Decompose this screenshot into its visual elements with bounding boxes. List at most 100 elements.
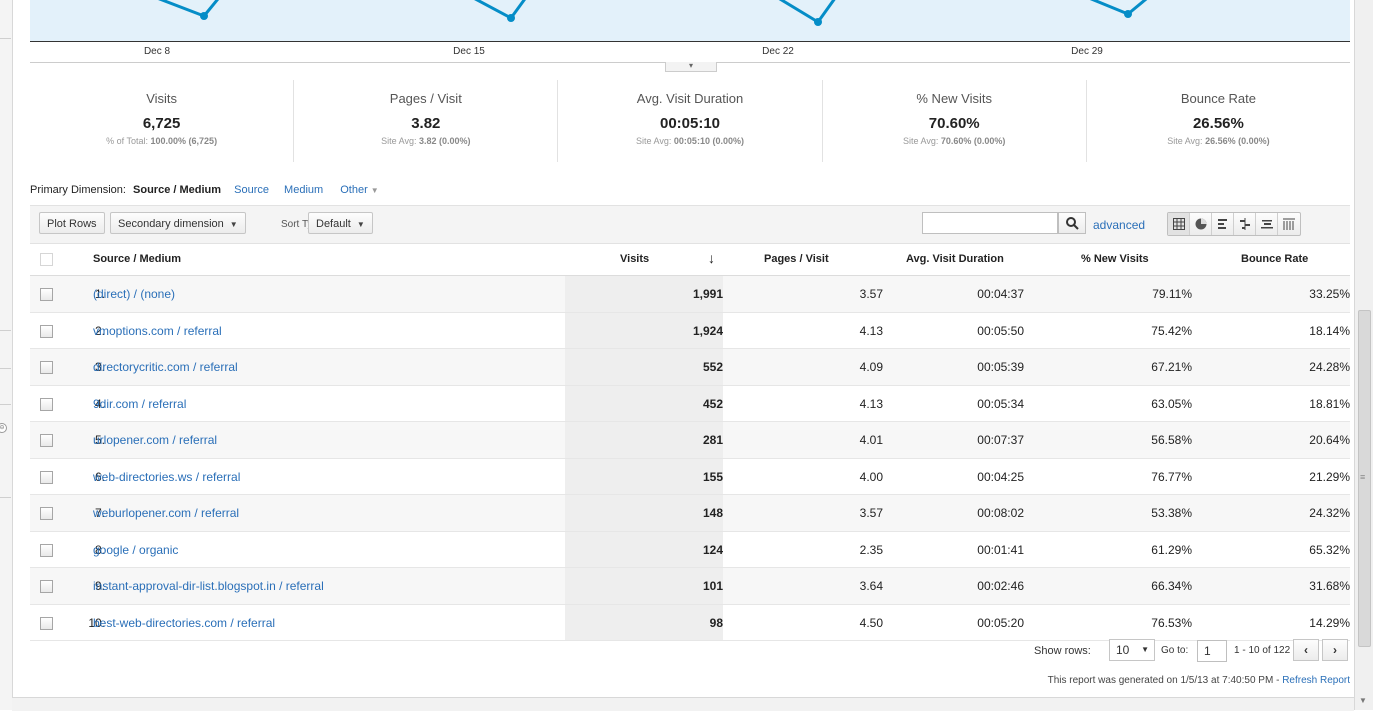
sort-type-label: Sort Type:: [281, 219, 327, 230]
source-medium-link[interactable]: best-web-directories.com / referral: [93, 615, 276, 630]
bounce-rate-value: 33.25%: [1309, 287, 1350, 301]
source-medium-link[interactable]: urlopener.com / referral: [93, 433, 218, 447]
visits-column-shade: [565, 495, 723, 531]
source-medium-link[interactable]: web-directories.ws / referral: [93, 469, 241, 484]
row-checkbox[interactable]: [40, 397, 53, 411]
select-all-checkbox[interactable]: [40, 253, 53, 266]
source-medium-link[interactable]: weburlopener.com / referral: [93, 506, 240, 520]
visits-column-shade: [565, 385, 723, 421]
chart-data-point[interactable]: [1124, 10, 1132, 18]
advanced-filter-link[interactable]: advanced: [1093, 218, 1146, 232]
bounce-rate-value: 14.29%: [1309, 615, 1350, 630]
new-visits-value: 66.34%: [1151, 579, 1192, 593]
x-axis-label: Dec 29: [1071, 46, 1103, 57]
metric-visits[interactable]: Visits 6,725 % of Total: 100.00% (6,725): [30, 80, 295, 162]
scroll-down-arrow-icon[interactable]: ▼: [1359, 696, 1367, 705]
metric-new-visits[interactable]: % New Visits 70.60% Site Avg: 70.60% (0.…: [823, 80, 1087, 162]
column-header-avg-duration[interactable]: Avg. Visit Duration: [906, 253, 1004, 265]
bounce-rate-value: 18.81%: [1309, 396, 1350, 411]
dimension-link-other[interactable]: Other: [340, 184, 368, 196]
table-row: 5. urlopener.com / referral 281 4.01 00:07:3…: [30, 422, 1350, 459]
visits-value: 124: [702, 542, 723, 557]
next-page-button[interactable]: ›: [1322, 639, 1348, 661]
pie-view-icon[interactable]: [1190, 213, 1212, 235]
plot-rows-button[interactable]: Plot Rows: [39, 212, 105, 234]
table-row: 1. (direct) / (none) 1,991 3.57 00:04:37 79.1…: [30, 276, 1350, 313]
grid-view-icon[interactable]: [1168, 213, 1190, 235]
source-medium-link[interactable]: 9dir.com / referral: [93, 396, 187, 411]
chart-data-point[interactable]: [507, 14, 515, 22]
term-cloud-view-icon[interactable]: [1256, 213, 1278, 235]
source-medium-link[interactable]: directorycritic.com / referral: [93, 360, 238, 374]
horizontal-scrollbar[interactable]: [12, 697, 1354, 711]
show-rows-label: Show rows:: [1034, 645, 1091, 657]
prev-page-button[interactable]: ‹: [1293, 639, 1319, 661]
source-medium-link[interactable]: vmoptions.com / referral: [93, 323, 222, 338]
metric-bounce-rate[interactable]: Bounce Rate 26.56% Site Avg: 26.56% (0.0…: [1087, 80, 1350, 162]
goto-page-input[interactable]: 1: [1197, 640, 1227, 662]
row-checkbox[interactable]: [40, 288, 53, 301]
pivot-view-icon[interactable]: [1278, 213, 1300, 235]
row-checkbox[interactable]: [40, 616, 53, 630]
metric-pages-visit[interactable]: Pages / Visit 3.82 Site Avg: 3.82 (0.00%…: [294, 80, 559, 162]
visits-column-shade: [565, 276, 723, 312]
avg-duration-value: 00:02:46: [977, 579, 1024, 593]
visits-value: 98: [709, 615, 723, 630]
row-checkbox[interactable]: [40, 324, 53, 338]
pages-per-visit-value: 4.09: [859, 360, 883, 374]
row-checkbox[interactable]: [40, 580, 53, 593]
x-axis-label: Dec 15: [453, 46, 485, 57]
search-button[interactable]: [1058, 212, 1086, 234]
table-row: 6. web-directories.ws / referral 155 4.00 00…: [30, 458, 1350, 495]
pages-per-visit-value: 3.57: [859, 287, 883, 301]
metric-scorecard: Visits 6,725 % of Total: 100.00% (6,725)…: [30, 80, 1350, 162]
column-header-source-medium[interactable]: Source / Medium: [93, 253, 182, 265]
metric-name: Visits: [146, 91, 178, 106]
sort-descending-icon[interactable]: ↓: [708, 250, 715, 266]
row-checkbox[interactable]: [40, 361, 53, 374]
table-row: 4. 9dir.com / referral 452 4.13 00:05:34 63.0…: [30, 385, 1350, 422]
chart-data-point[interactable]: [814, 18, 822, 26]
visits-value: 552: [702, 360, 723, 374]
vertical-scrollbar[interactable]: ≡ ▼: [1354, 0, 1373, 710]
column-header-new-visits[interactable]: % New Visits: [1081, 253, 1149, 265]
chart-data-point[interactable]: [200, 12, 208, 20]
dimension-link-source[interactable]: Source: [234, 184, 269, 196]
visits-value: 101: [702, 579, 723, 593]
metric-avg-duration[interactable]: Avg. Visit Duration 00:05:10 Site Avg: 0…: [558, 80, 823, 162]
row-index: 5.: [94, 433, 105, 447]
visits-value: 155: [702, 469, 723, 484]
comparison-view-icon[interactable]: [1234, 213, 1256, 235]
line-chart: [30, 0, 1350, 42]
new-visits-value: 53.38%: [1151, 506, 1192, 520]
column-header-pages-visit[interactable]: Pages / Visit: [764, 253, 829, 265]
row-checkbox[interactable]: [40, 507, 53, 520]
sort-type-dropdown[interactable]: Default ▼: [308, 212, 373, 234]
chevron-down-icon[interactable]: ▼: [370, 186, 379, 195]
source-medium-link[interactable]: instant-approval-dir-list.blogspot.in / …: [93, 579, 324, 593]
column-header-visits[interactable]: Visits: [620, 253, 650, 265]
chart-toggle-handle[interactable]: ▾: [665, 62, 717, 72]
refresh-report-link[interactable]: Refresh Report: [1282, 675, 1350, 686]
new-visits-value: 67.21%: [1151, 360, 1192, 374]
pages-per-visit-value: 3.57: [859, 506, 883, 520]
bounce-rate-value: 65.32%: [1309, 542, 1350, 557]
show-rows-select[interactable]: 10 ▼: [1109, 639, 1155, 661]
secondary-dimension-dropdown[interactable]: Secondary dimension ▼: [110, 212, 246, 234]
metric-subtext: Site Avg: 3.82 (0.00%): [381, 136, 471, 146]
collapse-icon[interactable]: ⊖: [0, 423, 7, 433]
source-medium-link[interactable]: (direct) / (none): [93, 287, 176, 301]
row-checkbox[interactable]: [40, 434, 53, 447]
column-header-bounce-rate[interactable]: Bounce Rate: [1241, 253, 1309, 265]
metric-name: Bounce Rate: [1180, 91, 1256, 106]
metric-subtext: Site Avg: 00:05:10 (0.00%): [636, 136, 744, 146]
row-checkbox[interactable]: [40, 543, 53, 557]
visits-column-shade: [565, 312, 723, 348]
scrollbar-thumb[interactable]: [1358, 310, 1371, 647]
row-checkbox[interactable]: [40, 470, 53, 484]
performance-view-icon[interactable]: [1212, 213, 1234, 235]
visits-value: 1,924: [692, 323, 723, 338]
source-medium-link[interactable]: google / organic: [93, 542, 179, 557]
table-search-input[interactable]: [922, 212, 1058, 234]
dimension-link-medium[interactable]: Medium: [284, 184, 324, 196]
